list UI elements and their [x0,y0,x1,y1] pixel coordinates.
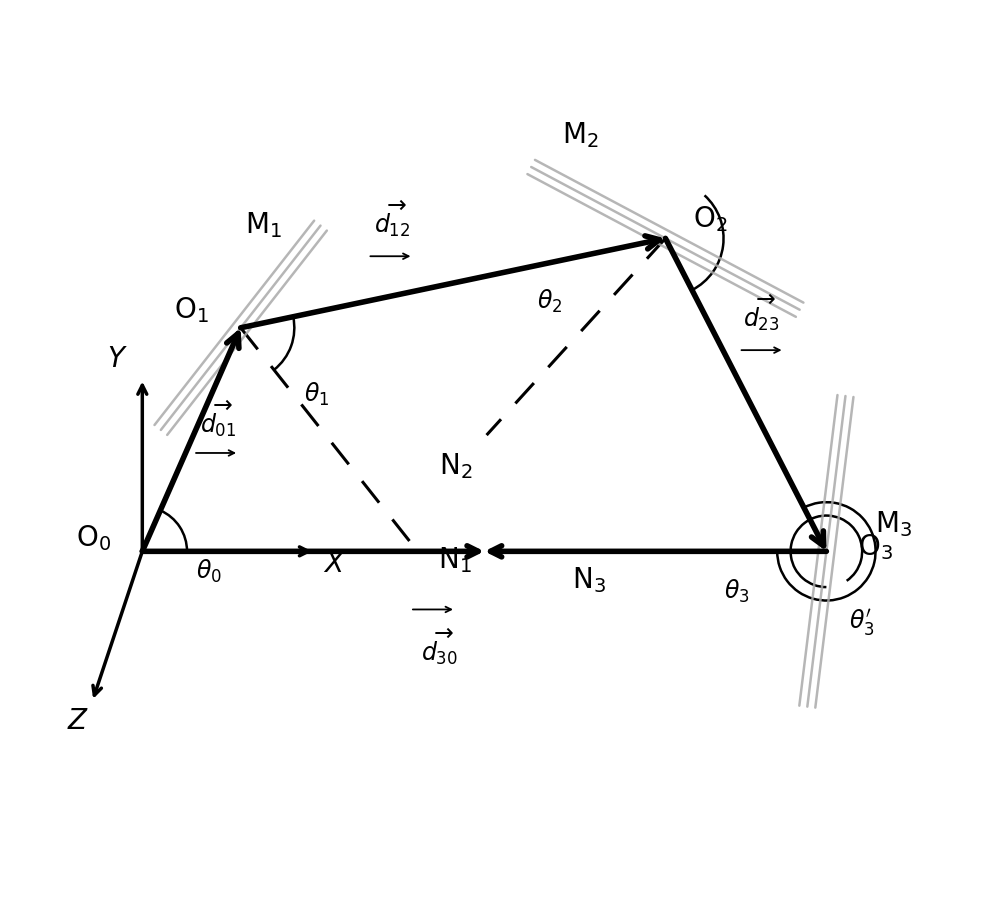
Text: $\theta_3$: $\theta_3$ [724,578,750,605]
Text: $X$: $X$ [323,552,346,579]
Text: $\theta_1$: $\theta_1$ [304,381,329,408]
Text: $\mathrm{O}_3$: $\mathrm{O}_3$ [858,532,893,562]
Text: $Z$: $Z$ [67,708,89,735]
Text: $\mathrm{N}_3$: $\mathrm{N}_3$ [572,565,606,595]
Text: $\theta_2$: $\theta_2$ [537,287,562,315]
Text: $\mathrm{M}_2$: $\mathrm{M}_2$ [562,120,599,151]
Text: $\mathrm{N}_1$: $\mathrm{N}_1$ [438,545,472,575]
Text: $\overrightarrow{d_{01}}$: $\overrightarrow{d_{01}}$ [200,399,237,440]
Text: $\mathrm{O}_1$: $\mathrm{O}_1$ [174,295,209,325]
Text: $Y$: $Y$ [107,345,128,372]
Text: $\mathrm{O}_2$: $\mathrm{O}_2$ [693,204,727,233]
Text: $\overrightarrow{d_{12}}$: $\overrightarrow{d_{12}}$ [374,198,411,239]
Text: $\mathrm{M}_3$: $\mathrm{M}_3$ [875,509,912,539]
Text: $\overrightarrow{d_{30}}$: $\overrightarrow{d_{30}}$ [421,627,458,667]
Text: $\overrightarrow{d_{23}}$: $\overrightarrow{d_{23}}$ [743,292,779,333]
Text: $\mathrm{N}_2$: $\mathrm{N}_2$ [439,451,472,482]
Text: $\theta_0$: $\theta_0$ [196,557,222,585]
Text: $\mathrm{M}_1$: $\mathrm{M}_1$ [245,210,281,239]
Text: $\mathrm{O}_0$: $\mathrm{O}_0$ [76,523,111,553]
Text: $\theta_3'$: $\theta_3'$ [849,607,875,638]
